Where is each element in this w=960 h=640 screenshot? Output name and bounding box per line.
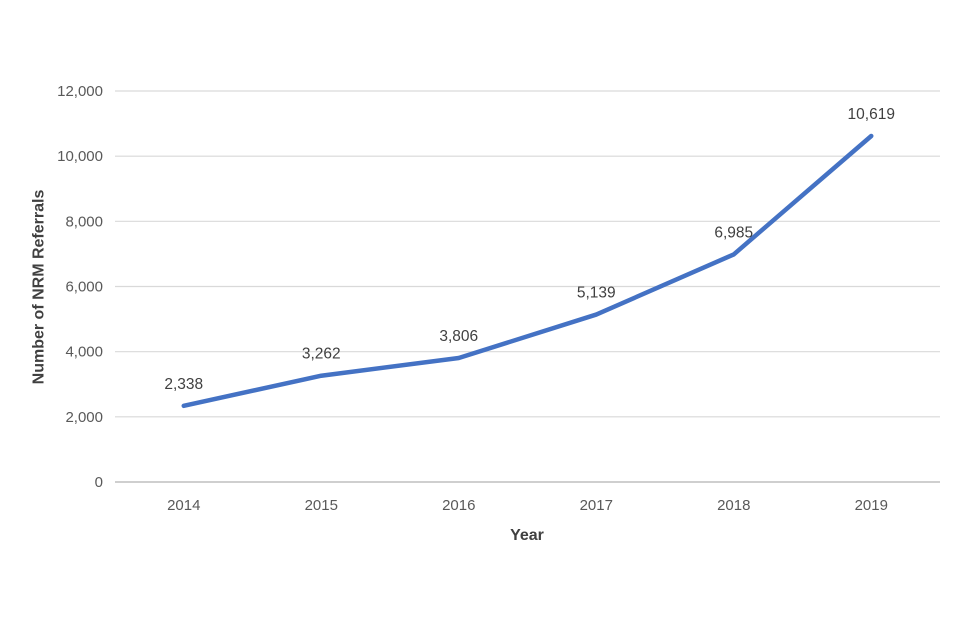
y-tick-label: 10,000 <box>57 148 103 165</box>
data-label: 5,139 <box>577 285 616 302</box>
y-tick-label: 12,000 <box>57 83 103 100</box>
x-tick-label: 2017 <box>580 497 613 514</box>
data-label: 3,806 <box>439 328 478 345</box>
x-tick-label: 2014 <box>167 497 200 514</box>
series-line-nrm-referrals <box>181 133 874 409</box>
x-axis-tick-labels: 2014 2015 2016 2017 2018 2019 <box>167 497 888 514</box>
y-tick-label: 0 <box>95 474 103 491</box>
gridlines <box>115 90 940 418</box>
data-label: 3,262 <box>302 346 341 363</box>
data-label: 2,338 <box>164 376 203 393</box>
y-tick-label: 6,000 <box>65 279 103 296</box>
y-tick-label: 8,000 <box>65 213 103 230</box>
x-tick-label: 2016 <box>442 497 475 514</box>
series-lines <box>181 133 874 409</box>
y-axis-tick-labels: 0 2,000 4,000 6,000 8,000 10,000 12,000 <box>57 83 103 491</box>
x-tick-label: 2018 <box>717 497 750 514</box>
x-axis-title: Year <box>510 527 544 544</box>
y-tick-label: 4,000 <box>65 344 103 361</box>
data-label: 6,985 <box>714 224 753 241</box>
data-labels: 2,338 3,262 3,806 5,139 6,985 10,619 <box>164 106 895 393</box>
y-axis-title: Number of NRM Referrals <box>31 190 48 385</box>
x-tick-label: 2015 <box>305 497 338 514</box>
y-tick-label: 2,000 <box>65 409 103 426</box>
data-label: 10,619 <box>848 106 895 123</box>
x-tick-label: 2019 <box>855 497 888 514</box>
